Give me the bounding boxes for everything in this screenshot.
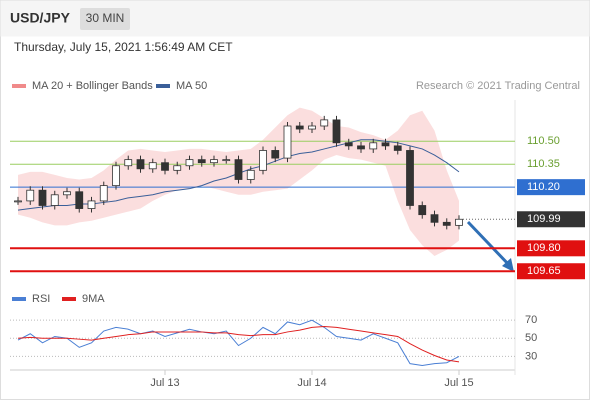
candle [136,159,145,170]
level-box [517,263,585,280]
candle [87,200,96,209]
candle [75,191,84,209]
candle [148,162,157,170]
candle [173,165,182,171]
candle [283,125,292,159]
level-box [517,240,585,257]
x-tick-label: Jul 13 [150,377,179,389]
legend-label: MA 20 + Bollinger Bands [32,80,153,92]
legend-swatch [156,84,170,88]
level-label: 110.35 [527,158,560,170]
level-label: 110.50 [527,135,560,147]
candle [320,119,329,127]
forecast-arrowhead [502,258,514,272]
candle [99,185,108,202]
timeframe-box[interactable] [80,8,130,30]
candle [357,145,365,150]
rsi-line [17,319,460,366]
timestamp: Thursday, July 15, 2021 1:56:49 AM CET [14,40,233,54]
candle [14,200,22,203]
candle [222,159,231,162]
candle [112,165,120,187]
candle [26,189,35,202]
candle [185,159,194,167]
legend-label: 9MA [82,293,105,305]
candle [259,150,267,171]
rsi-tick-label: 70 [525,314,537,326]
candle [369,142,378,150]
candle [246,169,255,180]
forecast-arrow [466,220,512,268]
rsi-tick-label: 30 [525,350,537,362]
level-box [517,179,585,196]
level-label: 109.65 [527,265,561,277]
legend-swatch [62,297,76,301]
candle [38,189,47,206]
level-label: 109.80 [527,242,561,254]
candle [418,205,427,216]
last-price-label: 109.99 [527,213,561,225]
x-tick-label: Jul 14 [297,377,326,389]
candle [332,119,341,144]
candle [381,142,390,147]
candle [63,191,71,196]
legend-label: MA 50 [176,80,207,92]
candle [344,142,353,147]
candle [393,145,402,151]
candle [308,125,316,130]
legend-swatch [12,297,26,301]
rsi-line [17,325,460,363]
source: Research © 2021 Trading Central [416,80,580,92]
candle [455,218,463,226]
rsi-tick-label: 50 [525,332,537,344]
candle [124,159,133,167]
symbol: USD/JPY [10,10,71,26]
x-tick-label: Jul 15 [444,377,473,389]
level-label: 110.20 [527,181,560,193]
candle [197,159,206,164]
legend-label: RSI [32,293,50,305]
candle [430,214,439,223]
candle [271,150,280,159]
candle [295,125,304,130]
candle [210,159,218,164]
candle [161,162,169,171]
candle [234,159,243,180]
last-price-box [517,211,585,228]
candle [442,221,451,226]
candle [50,194,59,206]
legend-swatch [12,84,26,88]
timeframe[interactable]: 30 MIN [86,11,125,25]
candle [406,150,414,206]
